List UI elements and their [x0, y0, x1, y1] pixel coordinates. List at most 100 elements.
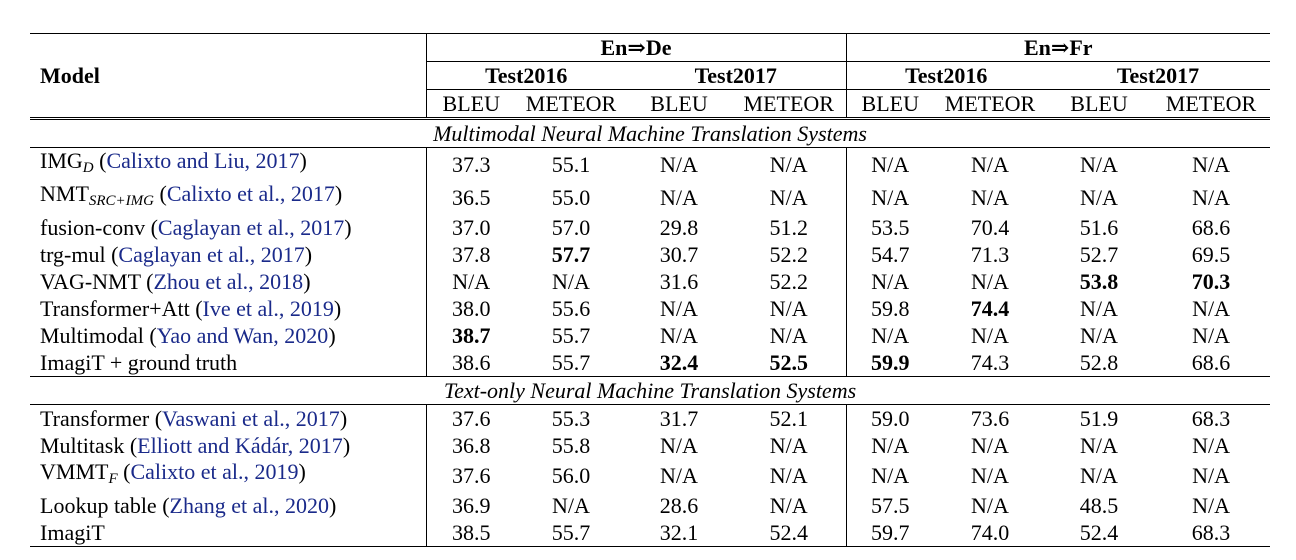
score-cell: 32.1 [626, 519, 732, 547]
score-cell: N/A [871, 322, 910, 348]
score-cell: 55.0 [551, 184, 591, 210]
model-cell: trg-mul (Caglayan et al., 2017) [30, 241, 427, 268]
score-cell: 57.7 [551, 241, 591, 267]
score-cell: 52.2 [732, 241, 847, 268]
citation-link[interactable]: Zhang et al., 2020 [169, 492, 329, 518]
score-cell: 59.9 [871, 349, 910, 375]
table-row: NMTSRC+IMG (Calixto et al., 2017) 36.5 55.… [30, 181, 1270, 214]
table-row: Transformer+Att (Ive et al., 2019) 38.0 55… [30, 295, 1270, 322]
test-header: Test2017 [1046, 61, 1271, 90]
metric-header: METEOR [934, 89, 1046, 119]
score-cell: N/A [1080, 432, 1118, 458]
citation-link[interactable]: Calixto and Liu, 2017 [106, 148, 300, 173]
score-cell: 71.3 [970, 241, 1010, 267]
model-name: fusion-conv [40, 214, 146, 240]
citation-link[interactable]: Caglayan et al., 2017 [157, 214, 345, 240]
score-cell: N/A [1152, 147, 1271, 181]
table-row: ImagiT + ground truth 38.6 55.7 32.4 52.5 59.… [30, 349, 1270, 377]
score-cell: N/A [660, 184, 698, 210]
citation-link[interactable]: Yao and Wan, 2020 [156, 322, 329, 348]
score-cell: 37.0 [452, 214, 491, 240]
score-cell: N/A [971, 432, 1009, 458]
score-cell: 52.4 [1046, 519, 1152, 547]
score-cell: N/A [732, 181, 847, 214]
score-cell: 54.7 [871, 241, 910, 267]
metric-header: METEOR [1152, 89, 1271, 119]
score-cell: N/A [1080, 462, 1118, 488]
citation-link[interactable]: Caglayan et al., 2017 [118, 241, 305, 267]
score-cell: 51.6 [1079, 214, 1119, 240]
table-header: Model En⇒De En⇒Fr Test2016 Test2017 Test… [30, 33, 1271, 119]
score-cell: 52.5 [732, 349, 847, 377]
score-cell: N/A [626, 147, 732, 181]
score-cell: 51.2 [732, 214, 847, 241]
score-cell: N/A [732, 295, 847, 322]
score-cell: N/A [452, 268, 491, 294]
model-name: trg-mul [40, 241, 106, 267]
score-cell: N/A [660, 432, 698, 458]
table-body: Multimodal Neural Machine Translation Sy… [30, 117, 1271, 547]
table-row: Multimodal (Yao and Wan, 2020) 38.7 55.7 N/… [30, 322, 1270, 349]
results-table: Model En⇒De En⇒Fr Test2016 Test2017 Test… [30, 33, 1271, 547]
score-cell: 29.8 [659, 214, 699, 240]
score-cell: 52.7 [1079, 241, 1119, 267]
test-header: Test2017 [626, 61, 847, 90]
model-cell: ImagiT + ground truth [30, 349, 427, 377]
citation-link[interactable]: Elliott and Kádár, 2017 [137, 432, 343, 458]
score-cell: N/A [552, 492, 590, 518]
score-cell: 37.8 [452, 241, 491, 267]
score-cell: N/A [1192, 295, 1230, 321]
score-cell: 73.6 [934, 404, 1046, 432]
score-cell: 38.7 [452, 322, 491, 348]
score-cell: N/A [971, 492, 1009, 518]
score-cell: N/A [971, 268, 1009, 294]
score-cell: 36.8 [452, 432, 491, 458]
model-cell: NMTSRC+IMG (Calixto et al., 2017) [30, 181, 427, 214]
score-cell: 30.7 [659, 241, 699, 267]
citation-link[interactable]: Zhou et al., 2018 [153, 268, 304, 294]
score-cell: 52.1 [732, 404, 847, 432]
test-header: Test2016 [846, 61, 1046, 90]
section-title: Multimodal Neural Machine Translation Sy… [30, 117, 1271, 148]
score-cell: N/A [732, 322, 847, 349]
score-cell: N/A [1080, 184, 1118, 210]
score-cell: 55.7 [516, 519, 626, 547]
score-cell: 56.0 [551, 462, 591, 488]
model-name: Multitask [40, 432, 125, 458]
results-table-container: Model En⇒De En⇒Fr Test2016 Test2017 Test… [30, 33, 1271, 547]
model-cell: Multimodal (Yao and Wan, 2020) [30, 322, 427, 349]
score-cell: 53.5 [871, 214, 910, 240]
score-cell: 37.6 [426, 404, 516, 432]
table-row: fusion-conv (Caglayan et al., 2017) 37.0 5… [30, 214, 1270, 241]
table-row: Multitask (Elliott and Kádár, 2017) 36.8 5… [30, 432, 1270, 459]
citation-link[interactable]: Calixto et al., 2019 [130, 459, 299, 484]
model-cell: Multitask (Elliott and Kádár, 2017) [30, 432, 427, 459]
table-row: Transformer (Vaswani et al., 2017) 37.6 55… [30, 404, 1271, 432]
citation-link[interactable]: Vaswani et al., 2017 [162, 405, 340, 431]
model-name: Lookup table [40, 492, 157, 518]
score-cell: 59.8 [871, 295, 910, 321]
citation-link[interactable]: Calixto et al., 2017 [166, 181, 335, 206]
metric-header: BLEU [426, 89, 516, 119]
score-cell: N/A [1192, 462, 1230, 488]
metric-header: BLEU [1046, 89, 1152, 119]
model-name: VAG-NMT [40, 268, 141, 294]
score-cell: 36.9 [452, 492, 491, 518]
score-cell: 52.2 [732, 268, 847, 295]
model-cell: VAG-NMT (Zhou et al., 2018) [30, 268, 427, 295]
model-cell: Transformer+Att (Ive et al., 2019) [30, 295, 427, 322]
score-cell: 68.6 [1191, 349, 1231, 375]
score-cell: N/A [552, 268, 590, 294]
score-cell: 53.8 [1079, 268, 1119, 294]
model-cell: Lookup table (Zhang et al., 2020) [30, 492, 427, 519]
score-cell: 52.4 [732, 519, 847, 547]
score-cell: N/A [660, 295, 698, 321]
model-name: NMT [40, 181, 89, 206]
model-column-header: Model [30, 33, 427, 119]
score-cell: 74.4 [970, 295, 1010, 321]
score-cell: N/A [660, 462, 698, 488]
citation-link[interactable]: Ive et al., 2019 [202, 295, 334, 321]
table-row: trg-mul (Caglayan et al., 2017) 37.8 57.7 3… [30, 241, 1270, 268]
score-cell: 68.6 [1191, 214, 1231, 240]
model-name: ImagiT [40, 519, 105, 545]
